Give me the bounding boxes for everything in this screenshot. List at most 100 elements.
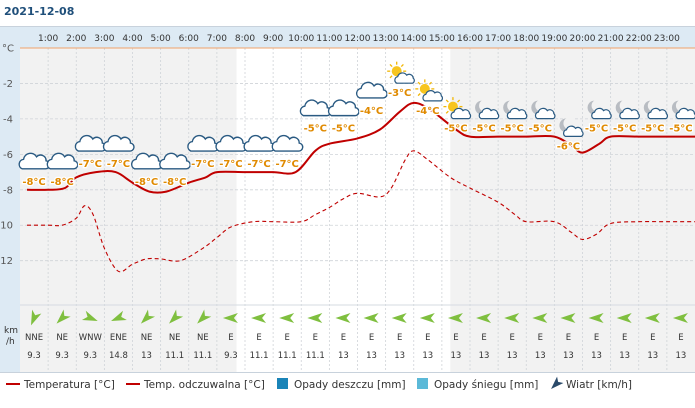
- temperature-label: -8°C: [163, 177, 186, 188]
- hour-label: 1:00: [38, 34, 58, 44]
- wind-arrow-icon: [644, 313, 660, 323]
- wind-arrow-icon: [111, 310, 127, 322]
- hour-label: 14:00: [401, 34, 427, 44]
- hour-header-band: [20, 27, 695, 48]
- wind-speed: 13: [619, 351, 630, 361]
- wind-direction: E: [538, 333, 543, 343]
- hour-label: 8:00: [235, 34, 255, 44]
- wind-direction: E: [678, 333, 683, 343]
- wind-arrow-icon: [307, 313, 323, 323]
- temperature-label: -8°C: [22, 177, 45, 188]
- moon-cloud-icon: [643, 99, 669, 120]
- moon-cloud-icon: [559, 117, 584, 137]
- wind-speed: 13: [366, 351, 377, 361]
- moon-cloud-icon: [587, 99, 612, 120]
- wind-arrow-icon: [391, 313, 407, 323]
- wind-unit-h: /h: [6, 337, 15, 347]
- wind-direction: NNE: [25, 333, 43, 343]
- wind-speed: 11.1: [193, 351, 212, 361]
- y-tick-label: -8: [3, 185, 13, 196]
- wind-speed: 11.1: [165, 351, 184, 361]
- y-tick-label: -10: [0, 221, 13, 232]
- wind-speed: 13: [563, 351, 574, 361]
- wind-speed: 9.3: [224, 351, 238, 361]
- hour-label: 21:00: [598, 34, 624, 44]
- temperature-label: -5°C: [472, 124, 495, 135]
- legend-snow: Opady śniegu [mm]: [434, 379, 538, 391]
- wind-speed: 13: [676, 351, 687, 361]
- sun-cloud-icon: [387, 61, 415, 84]
- daylight-band: [236, 48, 451, 372]
- legend-rain-swatch: [277, 378, 288, 389]
- y-tick-label: -6: [3, 150, 13, 161]
- cloud-icon: [271, 134, 304, 152]
- wind-arrow-icon: [56, 309, 71, 324]
- cloud-icon: [102, 134, 135, 152]
- wind-direction: E: [510, 333, 515, 343]
- wind-arrow-icon: [447, 313, 463, 323]
- wind-speed: 13: [591, 351, 602, 361]
- wind-speed: 13: [422, 351, 433, 361]
- hour-label: 22:00: [626, 34, 652, 44]
- wind-arrow-icon: [31, 309, 42, 326]
- temperature-label: -7°C: [191, 159, 214, 170]
- hour-label: 20:00: [570, 34, 596, 44]
- wind-arrow-icon: [672, 313, 688, 323]
- wind-speed: 13: [451, 351, 462, 361]
- y-tick-label: -4: [3, 114, 13, 125]
- cloud-icon: [355, 81, 388, 99]
- wind-speed: 13: [479, 351, 490, 361]
- wind-arrow-icon: [588, 313, 604, 323]
- hour-label: 23:00: [654, 34, 680, 44]
- cloud-icon: [159, 152, 191, 170]
- date-label: 2021-12-08: [4, 5, 74, 18]
- wind-direction: NE: [169, 333, 181, 343]
- legend-wind: Wiatr [km/h]: [566, 379, 632, 391]
- wind-speed: 11.1: [306, 351, 325, 361]
- hour-label: 12:00: [345, 34, 371, 44]
- wind-arrow-icon: [363, 313, 379, 323]
- wind-speed: 13: [535, 351, 546, 361]
- temperature-label: -5°C: [304, 124, 327, 135]
- temperature-line: [26, 101, 695, 194]
- hour-label: 3:00: [94, 34, 114, 44]
- temperature-label: -5°C: [585, 124, 608, 135]
- hour-label: 4:00: [122, 34, 142, 44]
- legend-temperature: Temperatura [°C]: [23, 379, 115, 391]
- moon-cloud-icon: [475, 99, 500, 120]
- wind-direction: E: [369, 333, 374, 343]
- wind-direction: E: [313, 333, 318, 343]
- wind-direction: E: [622, 333, 627, 343]
- sun-cloud-icon: [415, 79, 444, 102]
- left-axis-band: [0, 27, 20, 372]
- wind-arrow-icon: [419, 313, 435, 323]
- wind-direction: E: [397, 333, 402, 343]
- hour-label: 16:00: [457, 34, 483, 44]
- wind-arrow-icon: [251, 313, 267, 323]
- wind-arrow-icon: [222, 313, 238, 323]
- hour-label: 11:00: [316, 34, 342, 44]
- moon-cloud-icon: [671, 99, 695, 120]
- y-tick-label: -12: [0, 256, 13, 267]
- wind-direction: E: [481, 333, 486, 343]
- temperature-label: -5°C: [444, 124, 467, 135]
- temperature-label: -5°C: [500, 124, 523, 135]
- wind-speed: 13: [338, 351, 349, 361]
- wind-speed: 9.3: [84, 351, 98, 361]
- temperature-label: -7°C: [79, 159, 102, 170]
- temperature-label: -4°C: [416, 106, 439, 117]
- wind-arrow-icon: [476, 313, 492, 323]
- moon-cloud-icon: [615, 99, 640, 120]
- legend-snow-swatch: [417, 378, 428, 389]
- wind-arrow-icon: [335, 313, 351, 323]
- legend-feels-like: Temp. odczuwalna [°C]: [143, 379, 265, 391]
- temperature-label: -5°C: [669, 124, 692, 135]
- temperature-label: -3°C: [388, 88, 411, 99]
- wind-direction: WNW: [79, 333, 103, 343]
- wind-arrow-icon: [169, 309, 184, 324]
- wind-arrow-icon: [616, 313, 632, 323]
- wind-direction: E: [650, 333, 655, 343]
- sun-cloud-icon: [443, 97, 472, 120]
- wind-arrow-icon: [279, 313, 295, 323]
- y-tick-label: °C: [2, 44, 14, 55]
